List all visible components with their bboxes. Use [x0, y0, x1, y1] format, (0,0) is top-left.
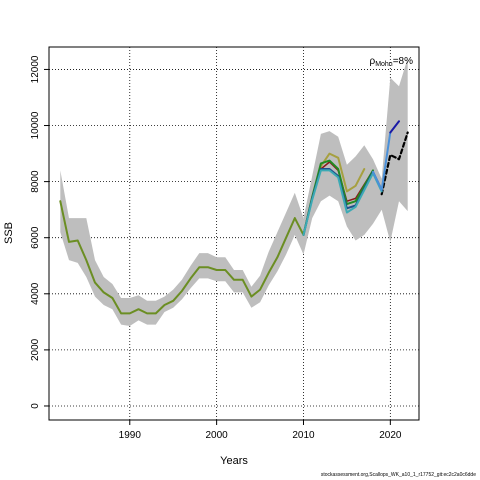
series-line	[389, 120, 400, 134]
confidence-band-layer	[60, 58, 408, 326]
y-tick-label: 12000	[30, 55, 41, 83]
y-tick-label: 2000	[30, 338, 41, 361]
x-tick-label: 1990	[119, 430, 142, 441]
footer-source: stockassessment.org,Scallops_WK_a10_1_r1…	[321, 472, 476, 478]
y-axis-title: SSB	[3, 222, 15, 244]
series-line	[372, 131, 392, 191]
y-tick-label: 0	[30, 403, 41, 409]
x-tick-label: 2010	[292, 430, 315, 441]
y-tick-label: 4000	[30, 282, 41, 305]
x-axis-title: Years	[220, 455, 248, 467]
x-axis: 1990 2000 2010 2020	[119, 420, 402, 441]
y-axis: 0 2000 4000 6000 8000 10000 12000	[30, 55, 49, 409]
rho-value: =8%	[393, 56, 413, 67]
series-line	[59, 200, 305, 315]
y-tick-label: 10000	[30, 111, 41, 139]
y-tick-label: 8000	[30, 170, 41, 193]
plot-frame	[48, 46, 420, 421]
confidence-band	[60, 58, 408, 326]
x-tick-label: 2020	[379, 430, 402, 441]
y-tick-label: 6000	[30, 226, 41, 249]
x-tick-label: 2000	[206, 430, 229, 441]
series-line	[302, 169, 383, 236]
rho-subscript: Mohn	[375, 61, 393, 68]
series-line	[380, 131, 409, 196]
mohn-rho-annotation: ρMohn=8%	[369, 56, 413, 68]
rho-symbol: ρ	[369, 56, 375, 67]
series-layer	[59, 120, 409, 315]
